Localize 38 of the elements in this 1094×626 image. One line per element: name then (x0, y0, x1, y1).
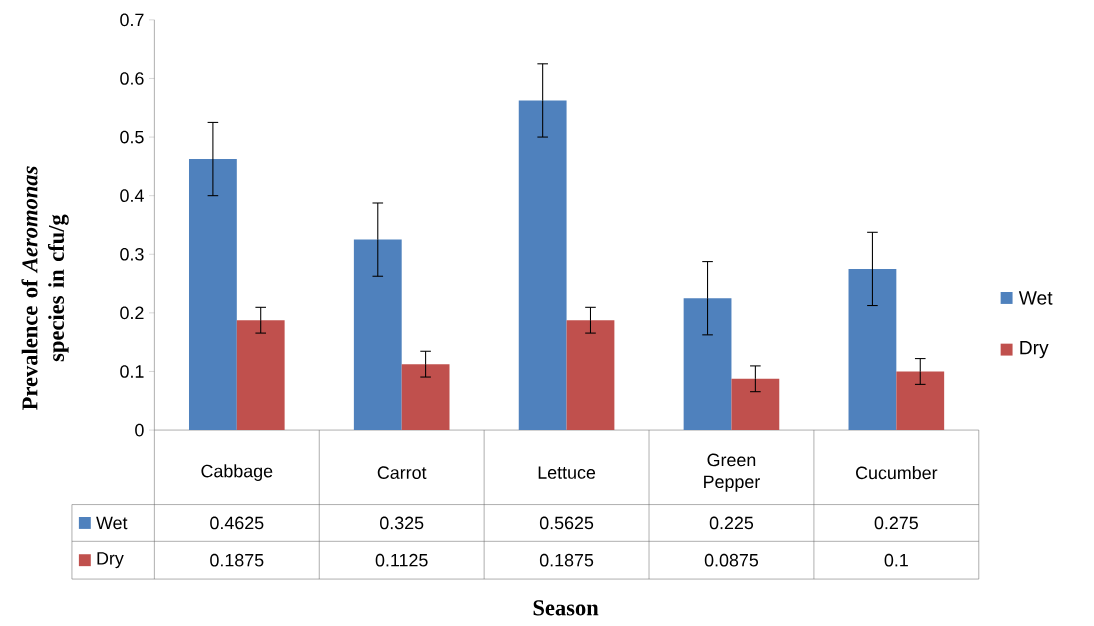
y-tick-label: 0.7 (120, 13, 144, 27)
legend-label: Wet (96, 516, 128, 530)
y-tick-label: 0.1 (120, 365, 144, 378)
y-tick-label: 0.6 (120, 72, 144, 85)
x-tick-label: Lettuce (538, 466, 596, 479)
x-tick-label: Green Pepper (704, 453, 760, 492)
data-label: 0.275 (874, 516, 918, 530)
data-label: 0.1 (884, 553, 908, 567)
text: Wet (1018, 291, 1053, 305)
bar (353, 239, 402, 431)
x-tick-label: Carrot (377, 466, 427, 480)
bar (518, 100, 567, 431)
data-label: 0.1875 (210, 553, 264, 567)
y-tick-label: 0.4 (120, 189, 144, 203)
x-axis-title: Season (533, 600, 599, 616)
bar (188, 159, 237, 431)
bar (683, 298, 732, 431)
data-label: 0.325 (380, 516, 424, 530)
bar (896, 371, 945, 431)
x-tick-label: Cucumber (856, 466, 938, 480)
y-tick-label: 0.5 (120, 130, 144, 144)
bar (566, 320, 615, 431)
bar (236, 320, 285, 431)
y-tick-label: 0.3 (120, 248, 144, 261)
data-label: 0.1875 (539, 553, 594, 567)
bar (401, 364, 450, 431)
bar (731, 378, 780, 431)
data-label: 0.0875 (704, 553, 759, 567)
data-label: 0.225 (709, 516, 754, 530)
legend-label: Dry (1020, 341, 1049, 359)
data-label: 0.5625 (539, 516, 594, 530)
data-label: 0.1125 (375, 553, 428, 567)
text: Dry (97, 552, 124, 569)
bar (848, 269, 897, 431)
y-tick-label: 0 (135, 423, 144, 437)
data-label: 0.4625 (210, 516, 264, 530)
y-tick-label: 0.2 (120, 306, 144, 320)
x-tick-label: Cabbage (201, 464, 273, 482)
